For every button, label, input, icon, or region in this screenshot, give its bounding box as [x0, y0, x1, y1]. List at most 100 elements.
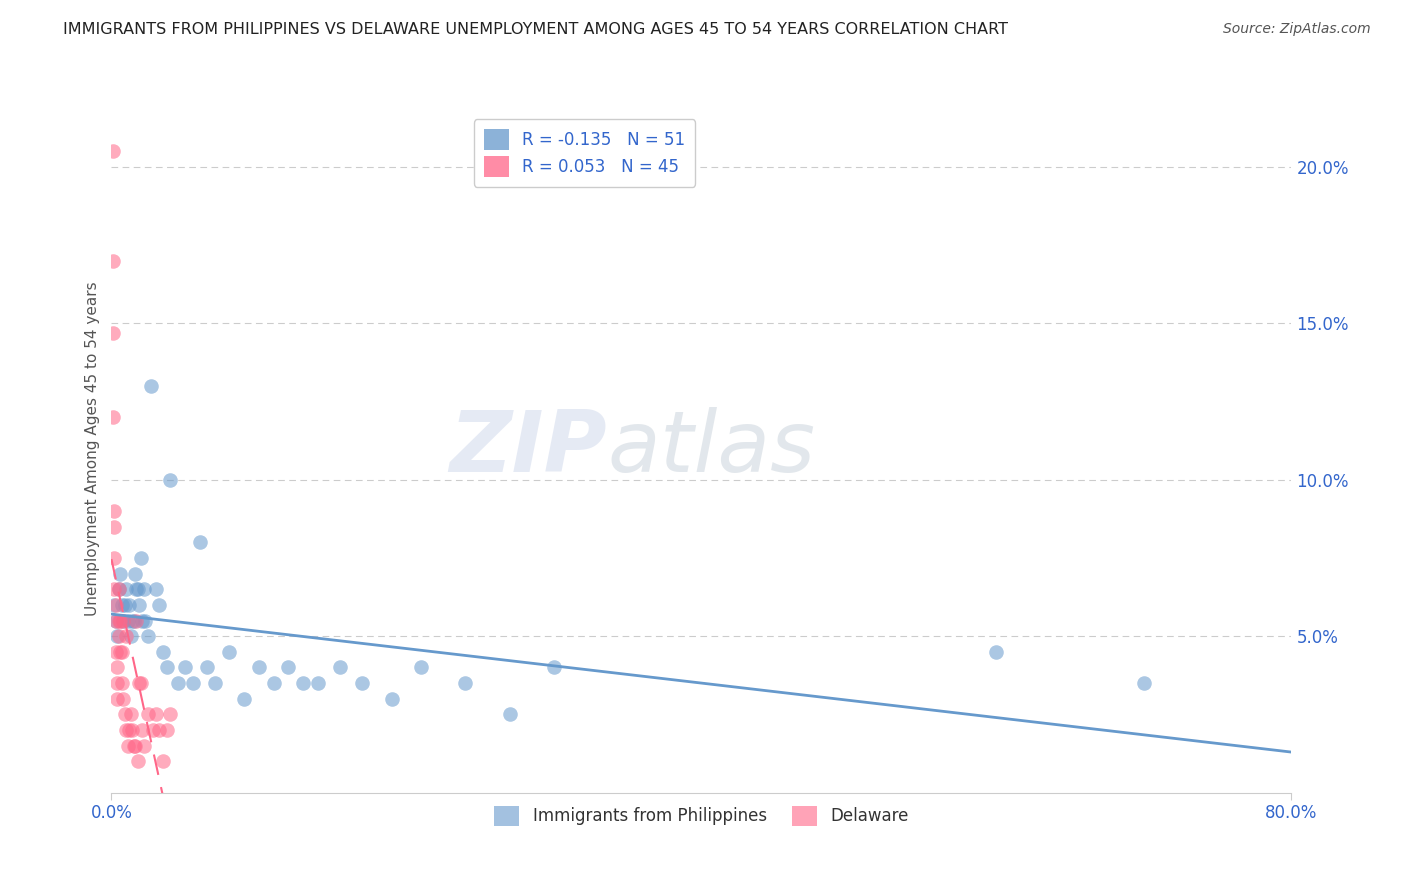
Text: Source: ZipAtlas.com: Source: ZipAtlas.com — [1223, 22, 1371, 37]
Point — [120, 707, 142, 722]
Point — [181, 676, 204, 690]
Point — [195, 660, 218, 674]
Point — [127, 582, 149, 597]
Point — [218, 645, 240, 659]
Point — [125, 582, 148, 597]
Point — [159, 473, 181, 487]
Point — [104, 645, 127, 659]
Point — [115, 629, 138, 643]
Point — [121, 614, 143, 628]
Point — [104, 598, 127, 612]
Point — [105, 676, 128, 690]
Point — [132, 739, 155, 753]
Point — [277, 660, 299, 674]
Point — [115, 723, 138, 737]
Point — [454, 676, 477, 690]
Point — [411, 660, 433, 674]
Point — [204, 676, 226, 690]
Point — [136, 707, 159, 722]
Point — [111, 645, 134, 659]
Point — [107, 629, 129, 643]
Point — [129, 676, 152, 690]
Point — [986, 645, 1008, 659]
Point — [114, 598, 136, 612]
Point — [120, 629, 142, 643]
Point — [247, 660, 270, 674]
Point — [105, 660, 128, 674]
Y-axis label: Unemployment Among Ages 45 to 54 years: Unemployment Among Ages 45 to 54 years — [86, 281, 100, 615]
Point — [110, 566, 132, 581]
Point — [263, 676, 285, 690]
Point — [134, 614, 156, 628]
Point — [110, 645, 132, 659]
Point — [111, 598, 134, 612]
Point — [156, 723, 179, 737]
Point — [101, 253, 124, 268]
Point — [292, 676, 315, 690]
Point — [233, 691, 256, 706]
Point — [131, 614, 153, 628]
Point — [110, 614, 132, 628]
Point — [112, 614, 135, 628]
Point — [152, 645, 174, 659]
Point — [166, 676, 188, 690]
Point — [122, 614, 145, 628]
Point — [152, 755, 174, 769]
Point — [136, 629, 159, 643]
Point — [115, 582, 138, 597]
Point — [112, 691, 135, 706]
Point — [352, 676, 374, 690]
Point — [148, 723, 170, 737]
Point — [381, 691, 404, 706]
Point — [101, 326, 124, 340]
Point — [103, 519, 125, 533]
Point — [307, 676, 329, 690]
Point — [104, 614, 127, 628]
Point — [142, 723, 165, 737]
Point — [101, 144, 124, 158]
Point — [156, 660, 179, 674]
Point — [127, 755, 149, 769]
Point — [118, 598, 141, 612]
Point — [132, 582, 155, 597]
Point — [121, 723, 143, 737]
Point — [112, 614, 135, 628]
Legend: Immigrants from Philippines, Delaware: Immigrants from Philippines, Delaware — [488, 799, 915, 832]
Point — [105, 629, 128, 643]
Text: atlas: atlas — [607, 407, 815, 490]
Point — [103, 551, 125, 566]
Point — [117, 614, 139, 628]
Text: IMMIGRANTS FROM PHILIPPINES VS DELAWARE UNEMPLOYMENT AMONG AGES 45 TO 54 YEARS C: IMMIGRANTS FROM PHILIPPINES VS DELAWARE … — [63, 22, 1008, 37]
Point — [117, 739, 139, 753]
Point — [1133, 676, 1156, 690]
Point — [122, 739, 145, 753]
Point — [103, 504, 125, 518]
Point — [107, 582, 129, 597]
Point — [499, 707, 522, 722]
Point — [128, 598, 150, 612]
Point — [124, 739, 146, 753]
Point — [145, 707, 167, 722]
Point — [188, 535, 211, 549]
Point — [128, 676, 150, 690]
Point — [103, 598, 125, 612]
Text: ZIP: ZIP — [450, 407, 607, 490]
Point — [124, 566, 146, 581]
Point — [329, 660, 352, 674]
Point — [101, 410, 124, 425]
Point — [107, 582, 129, 597]
Point — [114, 707, 136, 722]
Point — [118, 723, 141, 737]
Point — [148, 598, 170, 612]
Point — [107, 614, 129, 628]
Point — [174, 660, 197, 674]
Point — [543, 660, 565, 674]
Point — [159, 707, 181, 722]
Point — [131, 723, 153, 737]
Point — [125, 614, 148, 628]
Point — [103, 582, 125, 597]
Point — [105, 691, 128, 706]
Point — [111, 676, 134, 690]
Point — [141, 379, 163, 393]
Point — [104, 614, 127, 628]
